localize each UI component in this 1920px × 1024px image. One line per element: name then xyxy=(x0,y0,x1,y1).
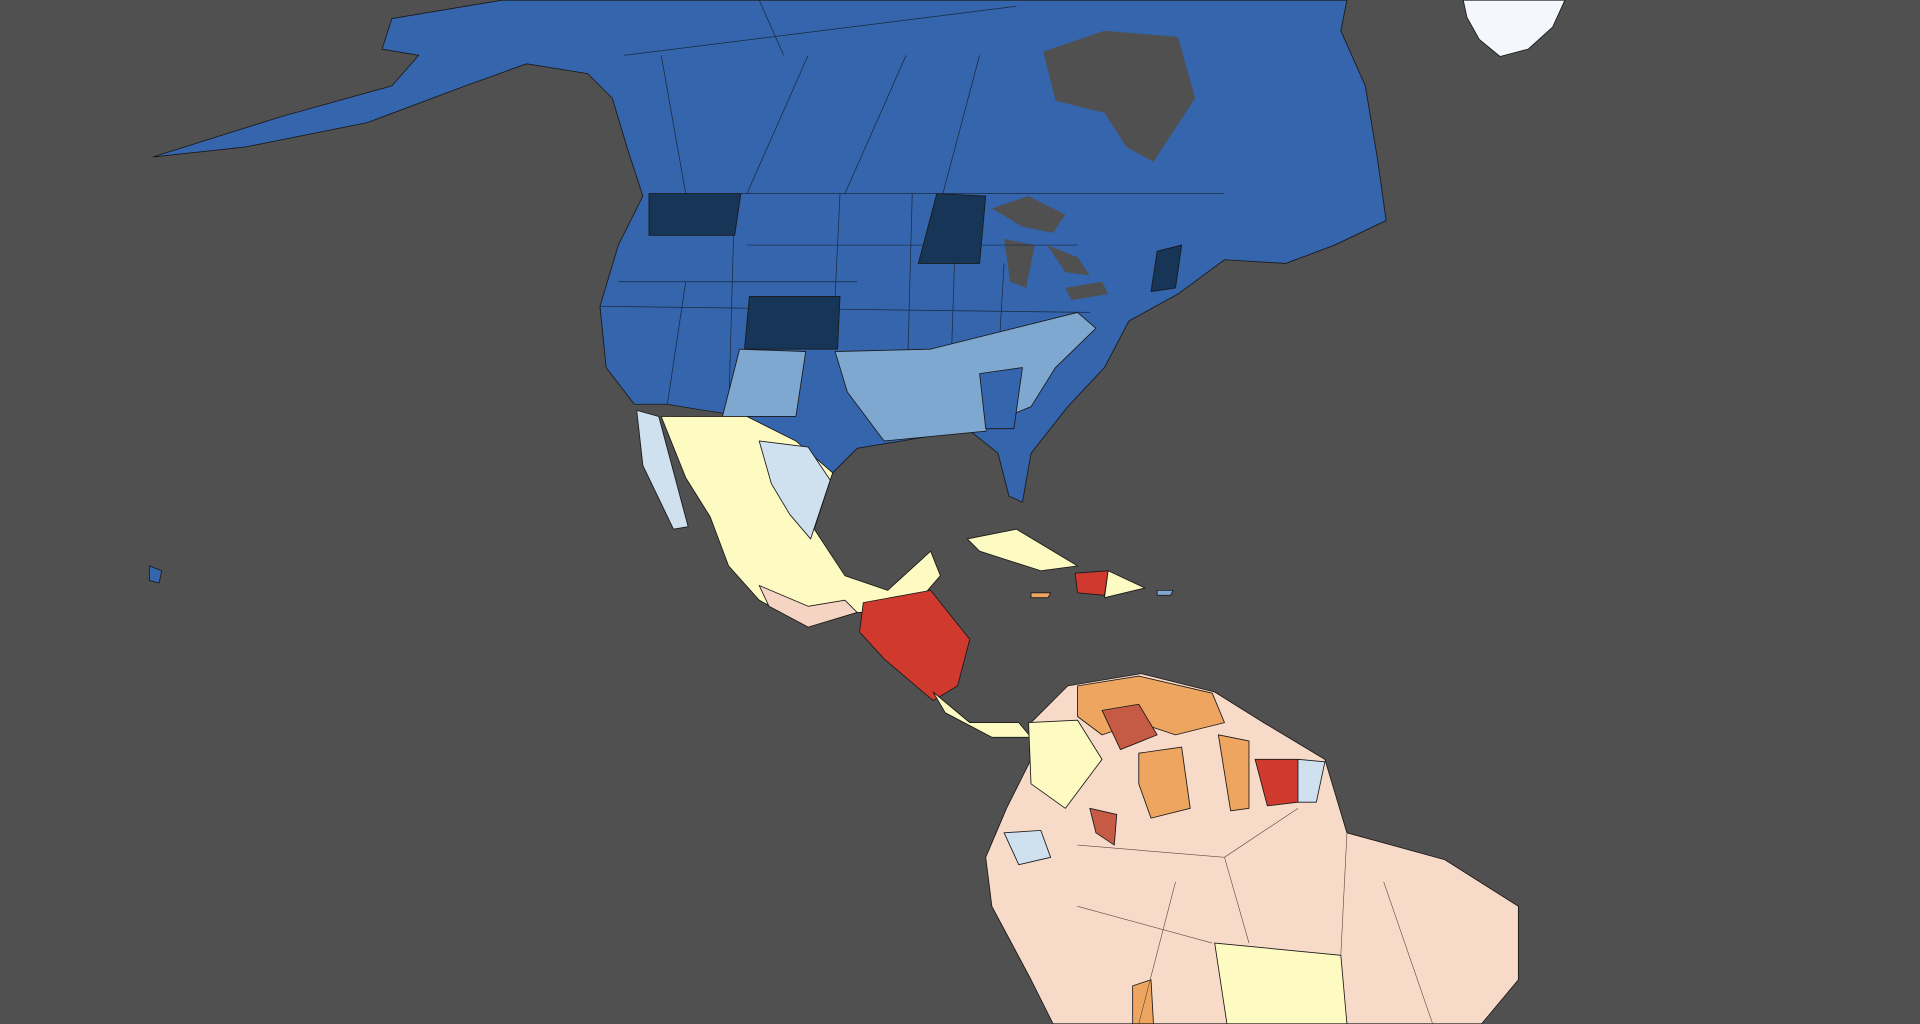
dark-region xyxy=(648,193,742,236)
guyana xyxy=(1217,734,1250,812)
central-america xyxy=(859,589,971,701)
light-region xyxy=(834,311,1097,442)
colombia-west xyxy=(1028,719,1103,809)
great-lakes xyxy=(991,196,1109,301)
hudson-bay xyxy=(1043,30,1196,162)
region xyxy=(1089,807,1118,846)
dominican-republic xyxy=(1104,570,1146,599)
dark-region xyxy=(917,193,987,264)
haiti xyxy=(1074,570,1109,596)
cuba xyxy=(966,528,1078,572)
jamaica xyxy=(1030,592,1052,599)
mexico-north xyxy=(758,440,831,540)
dark-region xyxy=(1150,244,1183,293)
hawaii xyxy=(148,565,163,584)
puerto-rico xyxy=(1156,589,1174,596)
region xyxy=(1138,746,1191,819)
region xyxy=(1132,979,1154,1024)
ecuador xyxy=(1003,829,1052,866)
region xyxy=(979,367,1023,430)
south-america xyxy=(985,673,1519,1024)
region xyxy=(1101,703,1158,750)
brazil-region xyxy=(1214,942,1348,1024)
greenland xyxy=(1462,0,1566,57)
guiana xyxy=(1297,758,1326,803)
mexico-south xyxy=(758,585,858,628)
dark-region xyxy=(744,296,841,350)
light-region xyxy=(722,348,807,417)
baja xyxy=(636,409,689,530)
